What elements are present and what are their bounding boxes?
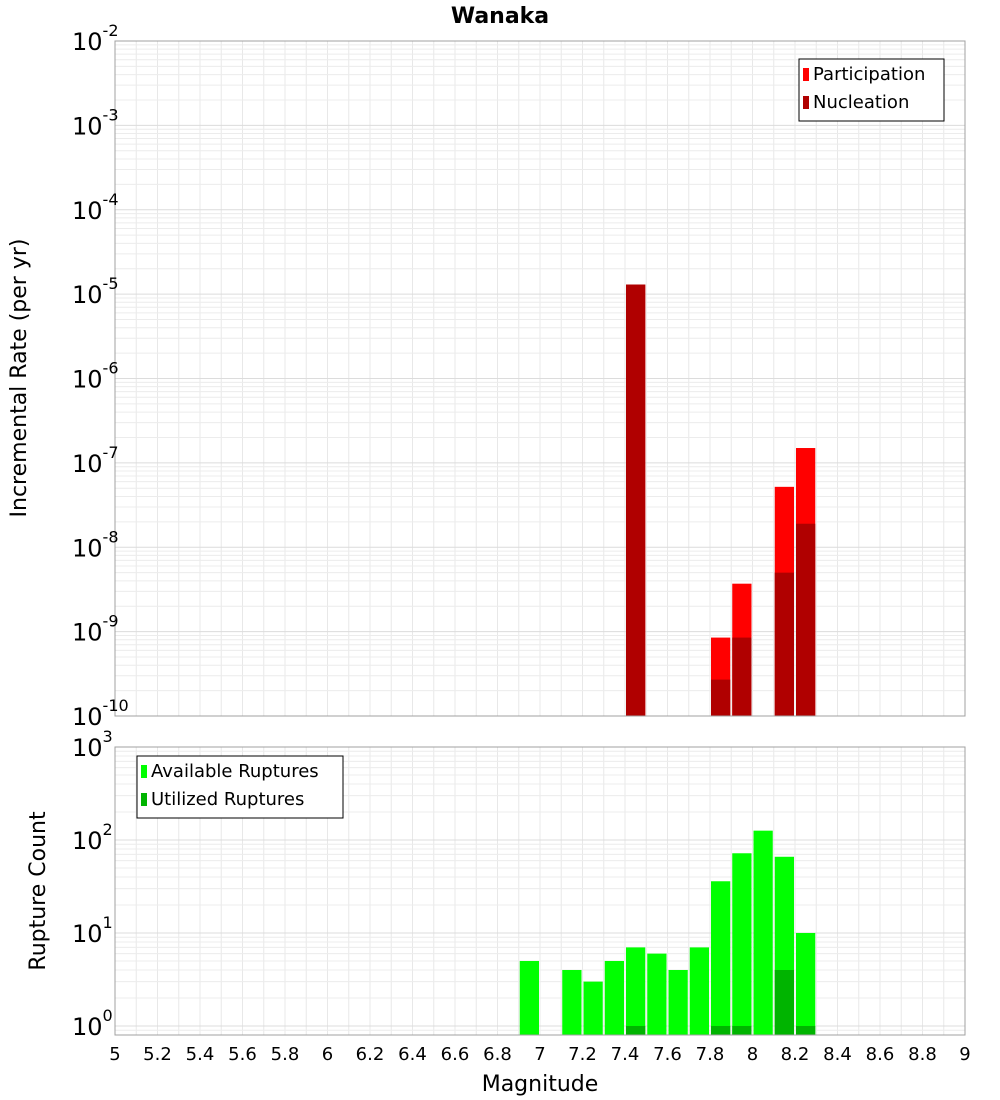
bottom-legend-label: Utilized Ruptures (151, 789, 304, 810)
top-legend-swatch (803, 68, 809, 81)
x-tick-label: 7.8 (696, 1044, 725, 1065)
bottom-bar (753, 830, 773, 1035)
top-bar (732, 637, 752, 716)
top-y-tick-label: 10-6 (72, 359, 119, 394)
top-series-1 (626, 284, 816, 716)
bottom-bar (519, 960, 539, 1035)
top-y-tick-label: 10-8 (72, 527, 119, 562)
top-legend-swatch (803, 96, 809, 109)
x-tick-label: 6.6 (441, 1044, 470, 1065)
bottom-legend-swatch (141, 793, 147, 806)
bottom-bar (562, 969, 582, 1035)
bottom-bar (711, 1025, 731, 1035)
bottom-bar (796, 1025, 816, 1035)
top-y-tick-label: 10-9 (72, 612, 119, 647)
bottom-bar (711, 881, 731, 1035)
chart-title: Wanaka (451, 4, 549, 29)
bottom-bar (774, 969, 794, 1035)
x-tick-label: 8.4 (823, 1044, 852, 1065)
x-tick-label: 9 (959, 1044, 970, 1065)
bottom-series-1 (626, 969, 816, 1035)
top-bar (774, 572, 794, 716)
top-bar (626, 284, 646, 716)
top-y-tick-label: 10-5 (72, 274, 119, 309)
x-tick-label: 6 (322, 1044, 333, 1065)
top-bar (796, 523, 816, 716)
bottom-plot: 103 102 101 100 5 5.2 5.4 5.6 5.8 6 6.2 6.4 6.6 6.8 7 7… (72, 727, 971, 1065)
bottom-bar (732, 1025, 752, 1035)
x-tick-label: 5.2 (143, 1044, 172, 1065)
bottom-y-tick-label: 101 (72, 913, 113, 948)
x-tick-label: 5.8 (271, 1044, 300, 1065)
bottom-bar (732, 853, 752, 1035)
bottom-bar (604, 960, 624, 1035)
bottom-bar (583, 981, 603, 1035)
x-tick-label: 8.2 (781, 1044, 810, 1065)
bottom-bar (689, 947, 709, 1035)
top-y-tick-label: 10-4 (72, 190, 119, 225)
bottom-y-tick-label: 103 (72, 727, 113, 762)
top-bar (711, 679, 731, 716)
x-tick-label: 7.2 (568, 1044, 597, 1065)
x-tick-label: 5.6 (228, 1044, 257, 1065)
x-axis-title: Magnitude (482, 1072, 599, 1097)
bottom-bar (796, 932, 816, 1035)
x-tick-label: 5 (109, 1044, 120, 1065)
bottom-legend: Available Ruptures Utilized Ruptures (136, 755, 344, 819)
top-grid (114, 40, 966, 717)
bottom-y-tick-label: 100 (72, 1006, 113, 1041)
bottom-bar (668, 969, 688, 1035)
bottom-y-tick-labels: 103 102 101 100 (72, 727, 113, 1041)
bottom-legend-label: Available Ruptures (151, 761, 319, 782)
bottom-bar (626, 1025, 646, 1035)
bottom-plot-frame (114, 746, 966, 1036)
bottom-bar (647, 953, 667, 1035)
x-tick-label: 8 (747, 1044, 758, 1065)
top-y-axis-title: Incremental Rate (per yr) (7, 239, 32, 518)
bottom-bar (626, 947, 646, 1035)
x-tick-label: 7.4 (611, 1044, 640, 1065)
top-legend-label: Nucleation (813, 92, 909, 113)
top-legend-box (798, 58, 945, 122)
x-tick-label: 5.4 (186, 1044, 215, 1065)
top-y-tick-label: 10-7 (72, 443, 119, 478)
top-plot-frame (114, 40, 966, 717)
top-legend: Participation Nucleation (798, 58, 945, 122)
x-tick-label: 8.6 (866, 1044, 895, 1065)
top-y-tick-label: 10-2 (72, 21, 119, 56)
bottom-legend-swatch (141, 765, 147, 778)
top-legend-label: Participation (813, 64, 925, 85)
top-y-tick-label: 10-10 (72, 696, 129, 731)
x-tick-label: 8.8 (908, 1044, 937, 1065)
bottom-y-tick-label: 102 (72, 820, 113, 855)
bottom-legend-box (136, 755, 344, 819)
x-tick-label: 6.2 (356, 1044, 385, 1065)
x-tick-label: 7 (534, 1044, 545, 1065)
x-tick-label: 6.4 (398, 1044, 427, 1065)
bottom-y-axis-title: Rupture Count (26, 811, 51, 971)
x-tick-label: 7.6 (653, 1044, 682, 1065)
top-plot: 10-2 10-3 10-4 10-5 10-6 10-7 10-8 10-9 10-10 Par… (72, 21, 966, 731)
x-tick-label: 6.8 (483, 1044, 512, 1065)
top-y-tick-label: 10-3 (72, 105, 119, 140)
x-tick-labels: 5 5.2 5.4 5.6 5.8 6 6.2 6.4 6.6 6.8 7 7.2 7.4 7.6 7.8 8… (109, 1044, 970, 1065)
top-y-tick-labels: 10-2 10-3 10-4 10-5 10-6 10-7 10-8 10-9 10-10 (72, 21, 129, 731)
